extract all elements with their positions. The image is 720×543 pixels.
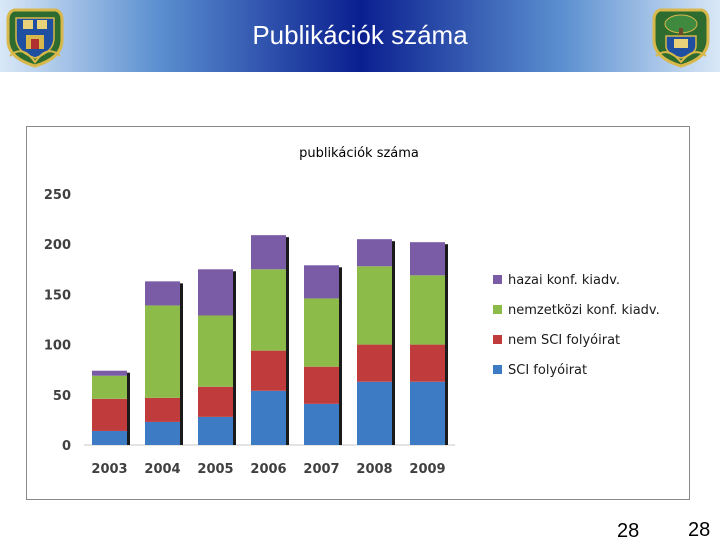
bar-shadow: [445, 244, 448, 445]
bar-segment: [357, 381, 392, 445]
x-tick-label: 2004: [144, 462, 180, 477]
bar-segment: [145, 421, 180, 445]
chart-title: publikációk száma: [299, 146, 419, 161]
legend-swatch: [493, 275, 502, 284]
y-tick-label: 100: [44, 339, 71, 354]
bar-segment: [357, 344, 392, 382]
legend-label: hazai konf. kiadv.: [508, 273, 620, 288]
bar-shadow: [180, 283, 183, 445]
y-tick-label: 200: [44, 238, 71, 253]
x-tick-label: 2008: [356, 462, 392, 477]
x-tick-label: 2005: [197, 462, 233, 477]
legend-label: nemzetközi konf. kiadv.: [508, 303, 660, 318]
y-tick-label: 150: [44, 288, 71, 303]
bar-shadow: [233, 271, 236, 445]
bar-segment: [251, 390, 286, 445]
bar-segment: [304, 403, 339, 445]
x-tick-label: 2003: [91, 462, 127, 477]
bar-segment: [304, 265, 339, 299]
y-tick-label: 0: [62, 439, 71, 454]
bar-segment: [92, 430, 127, 445]
page-title: Publikációk száma: [252, 20, 468, 50]
bar-segment: [145, 305, 180, 398]
slide-number: 28: [617, 520, 640, 542]
legend-swatch: [493, 365, 502, 374]
university-crest-icon: [650, 4, 712, 68]
bar-segment: [410, 242, 445, 276]
stacked-bar-chart: publikációk száma 0 50 100 150 200 250 2003 200…: [44, 146, 660, 477]
bar-segment: [357, 266, 392, 345]
bar-segment: [92, 375, 127, 399]
legend-label: nem SCI folyóirat: [508, 333, 620, 348]
bar-segment: [145, 397, 180, 422]
university-crest-icon: [4, 4, 66, 68]
chart-frame: publikációk száma 0 50 100 150 200 250 2003 200…: [26, 126, 690, 500]
bar-segment: [304, 298, 339, 367]
legend-swatch: [493, 305, 502, 314]
bar-segment: [251, 235, 286, 270]
x-tick-label: 2007: [303, 462, 339, 477]
slide-header: Publikációk száma: [0, 0, 720, 72]
bar-segment: [410, 275, 445, 345]
x-tick-label: 2009: [409, 462, 445, 477]
bar-shadow: [127, 372, 130, 445]
bar-segment: [92, 398, 127, 431]
bar-segment: [410, 381, 445, 445]
bar-segment: [198, 416, 233, 445]
bar-segment: [251, 269, 286, 351]
bar-segment: [198, 315, 233, 387]
bar-shadow: [286, 237, 289, 445]
bar-segment: [145, 281, 180, 306]
bar-segment: [410, 344, 445, 382]
legend-label: SCI folyóirat: [508, 363, 587, 378]
bar-segment: [304, 366, 339, 404]
x-tick-label: 2006: [250, 462, 286, 477]
bar-segment: [251, 350, 286, 391]
bar-segment: [198, 269, 233, 316]
bar-segment: [357, 239, 392, 267]
legend-swatch: [493, 335, 502, 344]
bar-shadow: [339, 267, 342, 445]
bar-segment: [92, 370, 127, 376]
bar-shadow: [392, 241, 395, 445]
y-tick-label: 50: [53, 389, 71, 404]
bar-segment: [198, 386, 233, 417]
slide-number: 28: [688, 519, 711, 541]
y-tick-label: 250: [44, 188, 71, 203]
